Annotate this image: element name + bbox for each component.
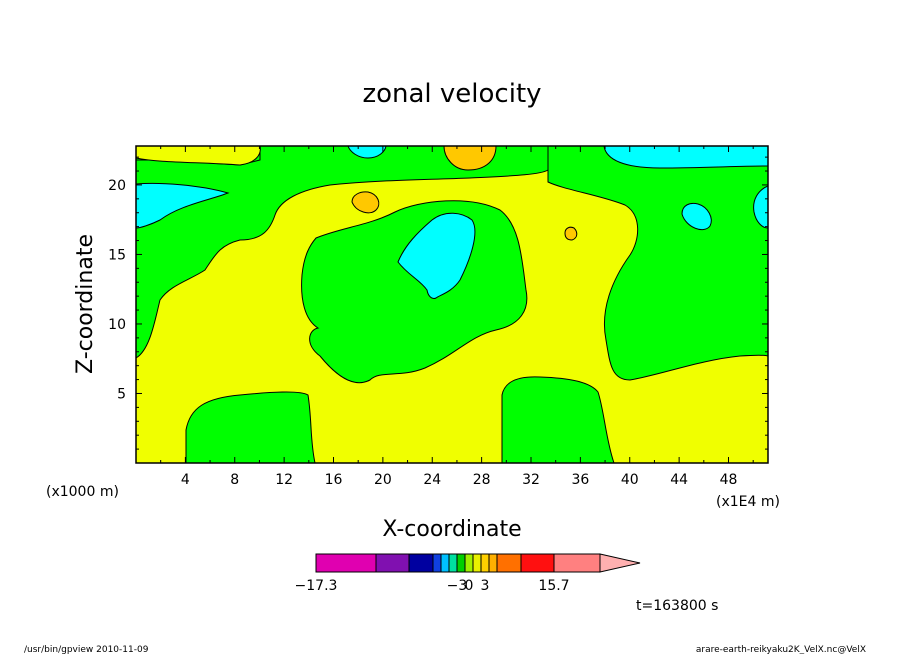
colorbar-extend-arrow (599, 553, 641, 573)
colorbar-segment (456, 553, 466, 573)
region-orange-small-right (564, 226, 578, 241)
colorbar-segment (480, 553, 490, 573)
x-tick-label: 48 (720, 472, 738, 488)
x-tick-label: 20 (374, 472, 392, 488)
region-orange-top (443, 146, 497, 171)
x-unit-left: (x1000 m) (46, 484, 119, 500)
region-cyan-right-top (603, 146, 768, 169)
x-axis: 4 8 12 16 20 24 28 32 36 40 44 48 (160, 146, 754, 488)
colorbar-segment (408, 553, 434, 573)
region-negative-bottom-left (185, 391, 316, 463)
footer-right: arare-earth-reikyaku2K_VelX.nc@VelX (696, 645, 866, 654)
region-cyan-center (397, 212, 476, 299)
x-tick-label: 44 (670, 472, 688, 488)
region-negative-right (547, 146, 768, 381)
y-tick-label: 15 (108, 247, 126, 263)
footer-left: /usr/bin/gpview 2010-11-09 (24, 645, 149, 654)
colorbar-label: 15.7 (538, 578, 569, 594)
colorbar-labels: −17.3 −30 3 15.7 (295, 578, 570, 594)
x-axis-label: X-coordinate (382, 517, 521, 542)
region-orange-small-left (351, 191, 380, 214)
x-tick-label: 32 (522, 472, 540, 488)
colorbar-segment (464, 553, 474, 573)
x-tick-label: 40 (621, 472, 639, 488)
contour-field (136, 146, 768, 463)
colorbar-segment (520, 553, 555, 573)
x-tick-label: 24 (423, 472, 441, 488)
colorbar-segment (448, 553, 458, 573)
region-negative-bottom-center (501, 376, 615, 463)
region-cyan-right-small (681, 202, 712, 230)
chart-title: zonal velocity (362, 79, 541, 109)
y-axis: 5 10 15 20 (108, 156, 768, 450)
time-label: t=163800 s (636, 598, 718, 614)
plot-frame (135, 145, 769, 464)
colorbar-label: 3 (481, 578, 490, 594)
colorbar-segment (440, 553, 450, 573)
x-tick-label: 4 (181, 472, 190, 488)
region-cyan-left (136, 182, 230, 229)
colorbar-segment (432, 553, 442, 573)
region-cyan-top (347, 146, 387, 159)
colorbar-segment (315, 553, 377, 573)
x-tick-label: 12 (275, 472, 293, 488)
colorbar (315, 553, 641, 573)
y-tick-label: 5 (117, 386, 126, 402)
y-axis-label: Z-coordinate (73, 234, 98, 374)
colorbar-label: −3 (447, 578, 468, 594)
x-tick-label: 36 (571, 472, 589, 488)
colorbar-segment (553, 553, 601, 573)
region-cyan-right-edge (753, 185, 768, 229)
y-tick-label: 10 (108, 317, 126, 333)
colorbar-label: −17.3 (295, 578, 338, 594)
colorbar-segment (488, 553, 498, 573)
region-positive-top-strip (136, 146, 261, 166)
x-tick-label: 28 (473, 472, 491, 488)
x-unit-right: (x1E4 m) (716, 494, 780, 510)
colorbar-segment (375, 553, 410, 573)
colorbar-label: 0 (465, 578, 474, 594)
colorbar-segment (472, 553, 482, 573)
y-tick-label: 20 (108, 178, 126, 194)
colorbar-segment (496, 553, 522, 573)
x-tick-label: 8 (230, 472, 239, 488)
x-tick-label: 16 (325, 472, 343, 488)
